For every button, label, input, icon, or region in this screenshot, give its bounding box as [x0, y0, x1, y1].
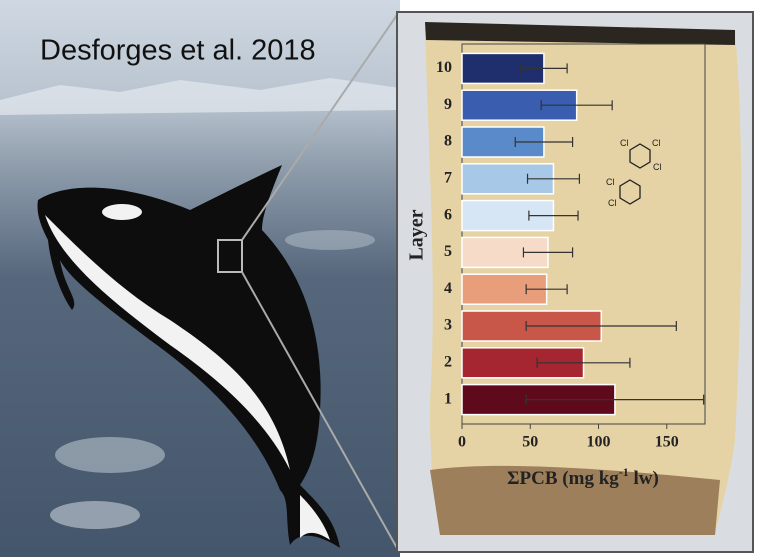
error-bar: [522, 247, 574, 258]
y-tick-label: 1: [444, 390, 452, 407]
y-tick-label: 4: [444, 280, 452, 297]
atom-label: Cl: [608, 198, 617, 208]
chart-title: Desforges et al. 2018: [40, 35, 316, 67]
x-axis-label-part: lw): [629, 468, 659, 489]
x-tick-label: 100: [587, 434, 611, 451]
atom-label: Cl: [652, 138, 661, 148]
x-tick-label: 50: [522, 434, 538, 451]
mountains: [0, 78, 400, 115]
orca-eyepatch: [102, 204, 142, 220]
atom-label: Cl: [606, 177, 615, 187]
atom-label: Cl: [653, 162, 662, 172]
error-bar: [525, 284, 568, 295]
zoom-line: [241, 271, 398, 549]
error-bar: [540, 100, 613, 111]
x-tick-label: 0: [458, 434, 466, 451]
y-tick-label: 7: [444, 169, 452, 186]
y-tick-label: 10: [436, 59, 452, 76]
error-bar: [520, 63, 568, 74]
x-axis-label: ΣPCB (mg kg-1 lw): [507, 465, 659, 489]
tissue-base: [430, 465, 720, 535]
ring: [619, 179, 641, 205]
error-bar: [525, 394, 705, 405]
y-tick-label: 3: [444, 317, 452, 334]
skin: [425, 22, 735, 45]
ice-floe: [50, 501, 140, 529]
y-tick-label: 5: [444, 243, 452, 260]
x-axis-label-sup: -1: [619, 465, 629, 479]
y-tick-label: 6: [444, 206, 452, 223]
atom-label: Cl: [620, 138, 629, 148]
error-bar: [536, 357, 631, 368]
x-axis-label-part: ΣPCB (mg kg: [507, 468, 619, 489]
x-tick-label: 150: [655, 434, 679, 451]
error-bar: [526, 173, 581, 184]
plot-frame: [461, 43, 706, 425]
ice-floe: [55, 437, 165, 473]
zoom-line: [241, 14, 398, 241]
error-bar: [525, 321, 677, 331]
y-axis-label: Layer: [406, 209, 428, 260]
y-tick-label: 8: [444, 133, 452, 150]
y-tick-label: 2: [444, 353, 452, 370]
error-bar: [528, 210, 579, 221]
y-tick-label: 9: [444, 96, 452, 113]
sample-box: [217, 239, 243, 273]
structure-labels: Cl Cl Cl Cl Cl: [606, 138, 662, 208]
orca-fluke: [300, 495, 330, 540]
ice-floe: [285, 230, 375, 250]
pcb-structure: [619, 143, 651, 205]
orca-belly: [45, 215, 290, 470]
error-bar: [514, 137, 574, 147]
ring: [629, 143, 651, 169]
